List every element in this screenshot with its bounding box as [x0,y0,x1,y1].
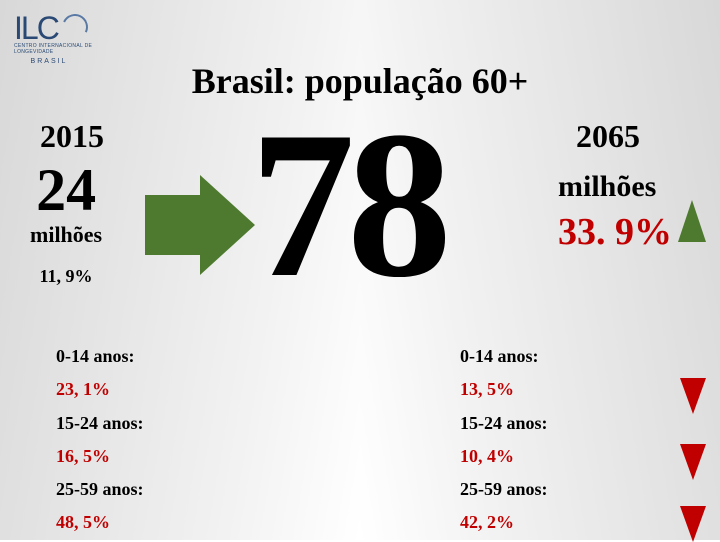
stat-value: 42, 2% [460,506,548,539]
logo-block: ILC CENTRO INTERNACIONAL DE LONGEVIDADE … [14,10,124,65]
stat-label: 15-24 anos: [460,407,548,440]
stat-value: 16, 5% [56,440,144,473]
left-big-number: 24 [30,160,102,220]
right-percent: 33. 9% [558,210,672,254]
stat-value: 23, 1% [56,373,144,406]
year-right: 2065 [576,118,640,155]
left-unit: milhões [30,222,102,248]
right-summary: milhões 33. 9% [558,170,672,254]
stat-value: 10, 4% [460,440,548,473]
down-triangle-icon [680,506,706,542]
left-percent: 11, 9% [30,266,102,287]
center-big-number: 78 [250,100,444,310]
stat-label: 0-14 anos: [460,340,548,373]
stats-left: 0-14 anos: 23, 1% 15-24 anos: 16, 5% 25-… [56,340,144,540]
down-triangle-icon [680,444,706,480]
right-unit: milhões [558,170,672,204]
down-triangle-icon [680,378,706,414]
stat-label: 25-59 anos: [460,473,548,506]
stat-value: 48, 5% [56,506,144,539]
logo-subtitle: CENTRO INTERNACIONAL DE LONGEVIDADE [14,43,124,55]
stat-label: 25-59 anos: [56,473,144,506]
arrow-icon [145,170,255,280]
stat-value: 13, 5% [460,373,548,406]
stat-label: 15-24 anos: [56,407,144,440]
stats-right: 0-14 anos: 13, 5% 15-24 anos: 10, 4% 25-… [460,340,548,540]
arrow-shape [145,175,255,275]
year-left: 2015 [40,118,104,155]
left-summary: 24 milhões 11, 9% [30,160,102,287]
stat-label: 0-14 anos: [56,340,144,373]
up-triangle-icon [678,200,706,242]
